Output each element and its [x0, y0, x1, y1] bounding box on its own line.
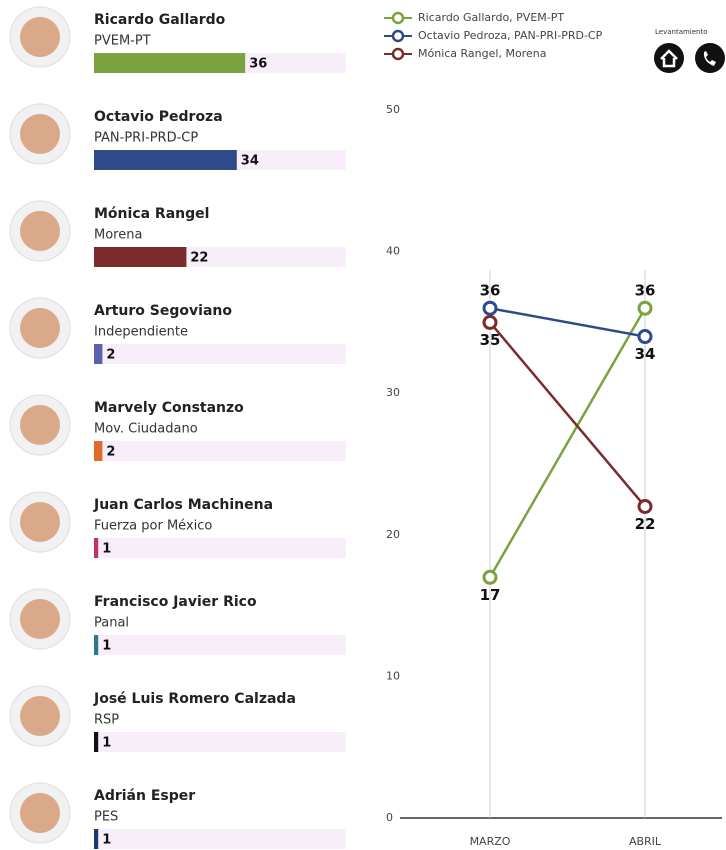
avatar-face	[20, 599, 60, 639]
bar	[94, 829, 99, 849]
candidate-name: Arturo Segoviano	[94, 303, 232, 319]
y-tick-label: 10	[386, 669, 400, 682]
avatar-face	[20, 308, 60, 348]
x-tick-label: ABRIL	[629, 835, 662, 848]
point	[482, 314, 498, 330]
series-line	[489, 321, 646, 508]
legend-label: Ricardo Gallardo, PVEM-PT	[418, 11, 564, 24]
y-tick-label: 30	[386, 386, 400, 399]
avatar-face	[20, 211, 60, 251]
candidate-name: Francisco Javier Rico	[94, 594, 257, 610]
candidate-party: Morena	[94, 228, 142, 243]
point	[482, 300, 498, 316]
bar-track	[94, 635, 346, 655]
bar	[94, 53, 246, 73]
data-label: 34	[635, 345, 656, 363]
bar-track	[94, 538, 346, 558]
candidate-party: Fuerza por México	[94, 519, 212, 534]
avatar-face	[20, 114, 60, 154]
bar-value: 1	[102, 833, 111, 848]
candidate-name: José Luis Romero Calzada	[93, 691, 296, 707]
y-tick-label: 0	[386, 811, 393, 824]
bar-value: 2	[106, 348, 115, 363]
candidate-party: PVEM-PT	[94, 34, 151, 49]
bar-value: 2	[106, 445, 115, 460]
candidate-name: Mónica Rangel	[94, 206, 209, 222]
bar-value: 36	[249, 57, 267, 72]
point	[482, 569, 498, 585]
candidate-party: Panal	[94, 616, 129, 631]
bar	[94, 344, 103, 364]
candidate-name: Adrián Esper	[94, 788, 195, 804]
legend-label: Octavio Pedroza, PAN-PRI-PRD-CP	[418, 29, 603, 42]
point	[637, 329, 653, 345]
header-label: Levantamiento	[655, 28, 708, 36]
bar-track	[94, 344, 346, 364]
avatar-face	[20, 502, 60, 542]
bar-value: 1	[102, 639, 111, 654]
data-label: 17	[480, 586, 501, 604]
bar-track	[94, 732, 346, 752]
legend-label: Mónica Rangel, Morena	[418, 47, 546, 60]
bar-value: 34	[241, 154, 259, 169]
point	[637, 498, 653, 514]
bar	[94, 538, 99, 558]
avatar-face	[20, 17, 60, 57]
home-button[interactable]	[654, 43, 684, 73]
bar-track	[94, 829, 346, 849]
series-line	[489, 307, 646, 338]
y-tick-label: 40	[386, 245, 400, 258]
bar	[94, 150, 237, 170]
data-label: 36	[635, 282, 656, 300]
data-label: 35	[480, 331, 501, 349]
bar-value: 1	[102, 736, 111, 751]
x-tick-label: MARZO	[470, 835, 511, 848]
candidate-name: Juan Carlos Machinena	[93, 497, 273, 513]
phone-button[interactable]	[695, 43, 725, 73]
candidate-name: Ricardo Gallardo	[94, 12, 226, 28]
legend-marker	[391, 29, 405, 43]
legend-marker	[391, 11, 405, 25]
candidate-party: PES	[94, 810, 118, 825]
candidate-name: Octavio Pedroza	[94, 109, 223, 125]
avatar-face	[20, 793, 60, 833]
data-label: 22	[635, 515, 656, 533]
bar-track	[94, 441, 346, 461]
legend-marker	[391, 47, 405, 61]
data-label: 36	[480, 282, 501, 300]
point	[637, 300, 653, 316]
y-tick-label: 50	[386, 103, 400, 116]
candidate-party: Mov. Ciudadano	[94, 422, 198, 437]
bar-value: 1	[102, 542, 111, 557]
candidate-party: RSP	[94, 713, 119, 728]
y-tick-label: 20	[386, 528, 400, 541]
candidate-name: Marvely Constanzo	[94, 400, 244, 416]
bar	[94, 732, 99, 752]
bar	[94, 441, 103, 461]
avatar-face	[20, 696, 60, 736]
bar	[94, 635, 99, 655]
candidate-party: Independiente	[94, 325, 188, 340]
bar	[94, 247, 187, 267]
avatar-face	[20, 405, 60, 445]
bar-value: 22	[190, 251, 208, 266]
candidate-party: PAN-PRI-PRD-CP	[94, 131, 198, 146]
series-line	[488, 307, 647, 578]
